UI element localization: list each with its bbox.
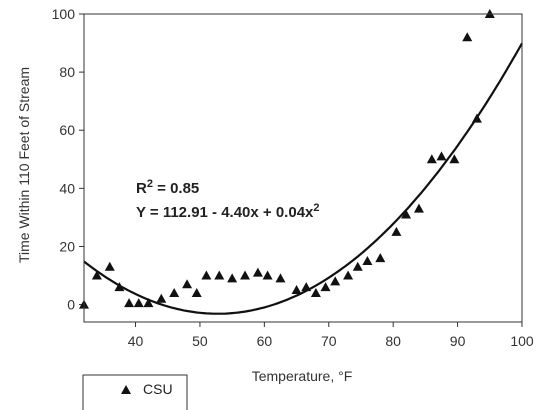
data-point	[262, 270, 273, 280]
data-point	[156, 293, 167, 303]
data-point	[291, 285, 302, 295]
y-tick-label: 40	[59, 180, 75, 196]
legend-box	[82, 374, 188, 410]
data-point	[352, 261, 363, 271]
r-squared-annotation: R2 = 0.85	[136, 178, 199, 197]
data-point	[413, 203, 424, 213]
x-tick-label: 50	[192, 333, 208, 349]
data-point	[449, 154, 460, 164]
data-point	[275, 273, 286, 283]
equation-annotation: Y = 112.91 - 4.40x + 0.04x2	[136, 202, 320, 221]
legend: CSU	[82, 374, 188, 410]
data-point	[143, 298, 154, 308]
data-point	[320, 282, 331, 292]
data-point	[191, 287, 202, 297]
data-point	[436, 151, 447, 161]
x-tick-label: 60	[257, 333, 273, 349]
data-point	[375, 253, 386, 263]
data-point	[310, 287, 321, 297]
x-tick-label: 70	[321, 333, 337, 349]
y-axis-label: Time Within 110 Feet of Stream	[16, 67, 32, 263]
data-point	[252, 267, 263, 277]
x-tick-label: 40	[128, 333, 144, 349]
data-point	[133, 298, 144, 308]
data-point	[362, 255, 373, 265]
x-axis-label: Temperature, °F	[252, 368, 353, 384]
x-axis-ticks: 40 50 60 70 80 90 100	[128, 322, 534, 349]
data-point	[104, 261, 115, 271]
data-points	[79, 9, 495, 309]
data-point	[330, 276, 341, 286]
y-tick-label: 0	[67, 297, 75, 313]
y-axis-ticks: 0 20 40 60 80 100	[52, 6, 84, 313]
x-tick-label: 90	[450, 333, 466, 349]
x-tick-label: 80	[385, 333, 401, 349]
data-point	[114, 282, 125, 292]
data-point	[343, 270, 354, 280]
data-point	[201, 270, 212, 280]
trend-curve	[83, 42, 523, 315]
legend-marker-triangle	[121, 385, 131, 394]
y-tick-label: 100	[52, 6, 76, 22]
data-point	[182, 279, 193, 289]
data-point	[462, 32, 473, 42]
data-point	[124, 298, 135, 308]
data-point	[301, 282, 312, 292]
data-point	[169, 287, 180, 297]
data-point	[471, 113, 482, 123]
plot-frame	[83, 13, 523, 323]
y-tick-label: 60	[59, 122, 75, 138]
trend-curve-group	[83, 42, 523, 315]
data-point	[391, 226, 402, 236]
data-point	[426, 154, 437, 164]
y-tick-label: 20	[59, 238, 75, 254]
data-point	[91, 270, 102, 280]
data-point	[401, 209, 412, 219]
y-tick-label: 80	[59, 64, 75, 80]
data-point	[240, 270, 251, 280]
x-tick-label: 100	[510, 333, 534, 349]
data-point	[214, 270, 225, 280]
legend-entry-csu: CSU	[143, 381, 173, 397]
data-point	[227, 273, 238, 283]
